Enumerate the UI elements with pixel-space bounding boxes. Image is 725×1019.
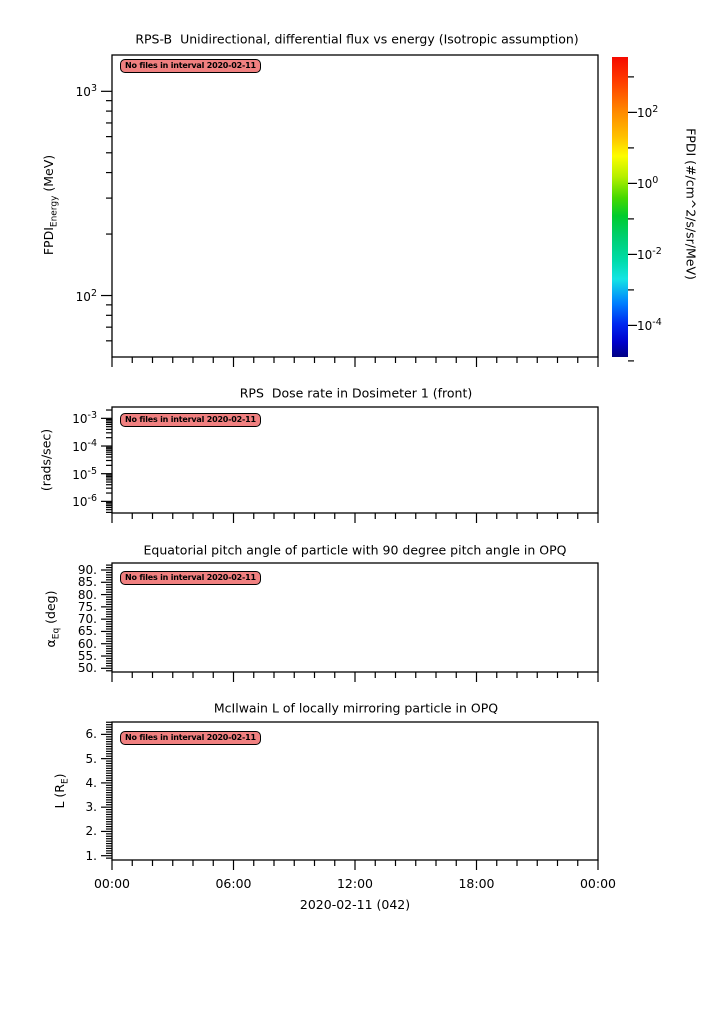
ylabel-text: (MeV) bbox=[40, 154, 56, 196]
ylabel-text: L (R bbox=[51, 784, 67, 809]
panel4-y-axis-label: L (RE) bbox=[52, 773, 71, 808]
ylabel-text: (deg) bbox=[42, 590, 58, 628]
x-axis-label: 2020-02-11 (042) bbox=[299, 897, 411, 912]
panel2-ytick-label: 10-3 bbox=[72, 410, 97, 426]
xtick-label: 00:00 bbox=[93, 876, 131, 891]
panel4-axes bbox=[101, 721, 599, 870]
panel1-axes bbox=[101, 54, 599, 367]
xtick-label: 18:00 bbox=[458, 876, 495, 891]
panel1-y-axis-label: FPDIEnergy (MeV) bbox=[41, 155, 60, 255]
panel3-no-data-annotation: No files in interval 2020-02-11 bbox=[120, 571, 261, 585]
colorbar-axis-label: FPDI (#/cm^2/s/sr/MeV) bbox=[683, 128, 699, 280]
panel3-y-axis-label: αEq (deg) bbox=[43, 591, 62, 648]
panel4-ytick-label: 4. bbox=[85, 775, 97, 790]
ylabel-text: α bbox=[42, 639, 58, 648]
panel2-ytick-label: 10-5 bbox=[72, 466, 97, 482]
colorbar-tick-label: 10-2 bbox=[637, 246, 662, 263]
colorbar-tick-label: 102 bbox=[637, 104, 659, 121]
panel3-ytick-label: 90. bbox=[77, 563, 97, 577]
panel2-ytick-label: 10-4 bbox=[72, 438, 97, 454]
xtick-label: 12:00 bbox=[336, 876, 374, 891]
panel4-ytick-label: 1. bbox=[85, 848, 97, 863]
panel4-no-data-annotation: No files in interval 2020-02-11 bbox=[120, 731, 261, 745]
panel3-ytick-label: 50. bbox=[77, 661, 97, 676]
panel2-y-axis-label: (rads/sec) bbox=[39, 429, 54, 491]
panel1-title: RPS-B Unidirectional, differential flux … bbox=[135, 31, 579, 47]
panel2-ytick-label: 10-6 bbox=[72, 493, 97, 509]
panel4-ytick-label: 6. bbox=[85, 727, 97, 742]
panel3-ytick-label: 70. bbox=[77, 612, 97, 627]
panel1-no-data-annotation: No files in interval 2020-02-11 bbox=[120, 59, 261, 73]
panel1-ytick-label: 102 bbox=[75, 288, 97, 304]
panel4-ytick-label: 3. bbox=[85, 800, 97, 815]
ylabel-text: ) bbox=[51, 773, 67, 779]
panel4-title: McIlwain L of locally mirroring particle… bbox=[213, 700, 499, 716]
panel3-ytick-label: 65. bbox=[77, 624, 97, 639]
panel4-ytick-label: 2. bbox=[85, 824, 97, 839]
panel3-title: Equatorial pitch angle of particle with … bbox=[143, 542, 567, 558]
ylabel-subscript: Energy bbox=[49, 195, 60, 228]
xtick-label: 06:00 bbox=[215, 876, 252, 891]
panel3-ytick-label: 80. bbox=[77, 587, 97, 602]
panel4-ytick-label: 5. bbox=[85, 751, 97, 766]
panel3-ytick-label: 55. bbox=[77, 649, 97, 663]
colorbar-tick-label: 10-4 bbox=[637, 317, 662, 334]
ylabel-subscript: E bbox=[60, 778, 71, 785]
colorbar bbox=[612, 57, 637, 362]
panel3-ytick-label: 75. bbox=[77, 599, 97, 614]
ylabel-text: FPDI bbox=[40, 227, 56, 256]
xtick-label: 00:00 bbox=[579, 876, 617, 891]
colorbar-tick-label: 100 bbox=[637, 175, 659, 192]
panel1-ytick-label: 103 bbox=[75, 83, 97, 99]
ylabel-subscript: Eq bbox=[51, 627, 62, 640]
panel3-ytick-label: 60. bbox=[77, 636, 97, 651]
panel2-title: RPS Dose rate in Dosimeter 1 (front) bbox=[239, 385, 473, 401]
ylabel-text: (rads/sec) bbox=[38, 428, 54, 492]
panel3-axes bbox=[101, 562, 599, 682]
panel2-axes bbox=[101, 406, 599, 523]
panel3-ytick-label: 85. bbox=[77, 575, 97, 590]
panel2-no-data-annotation: No files in interval 2020-02-11 bbox=[120, 413, 261, 427]
